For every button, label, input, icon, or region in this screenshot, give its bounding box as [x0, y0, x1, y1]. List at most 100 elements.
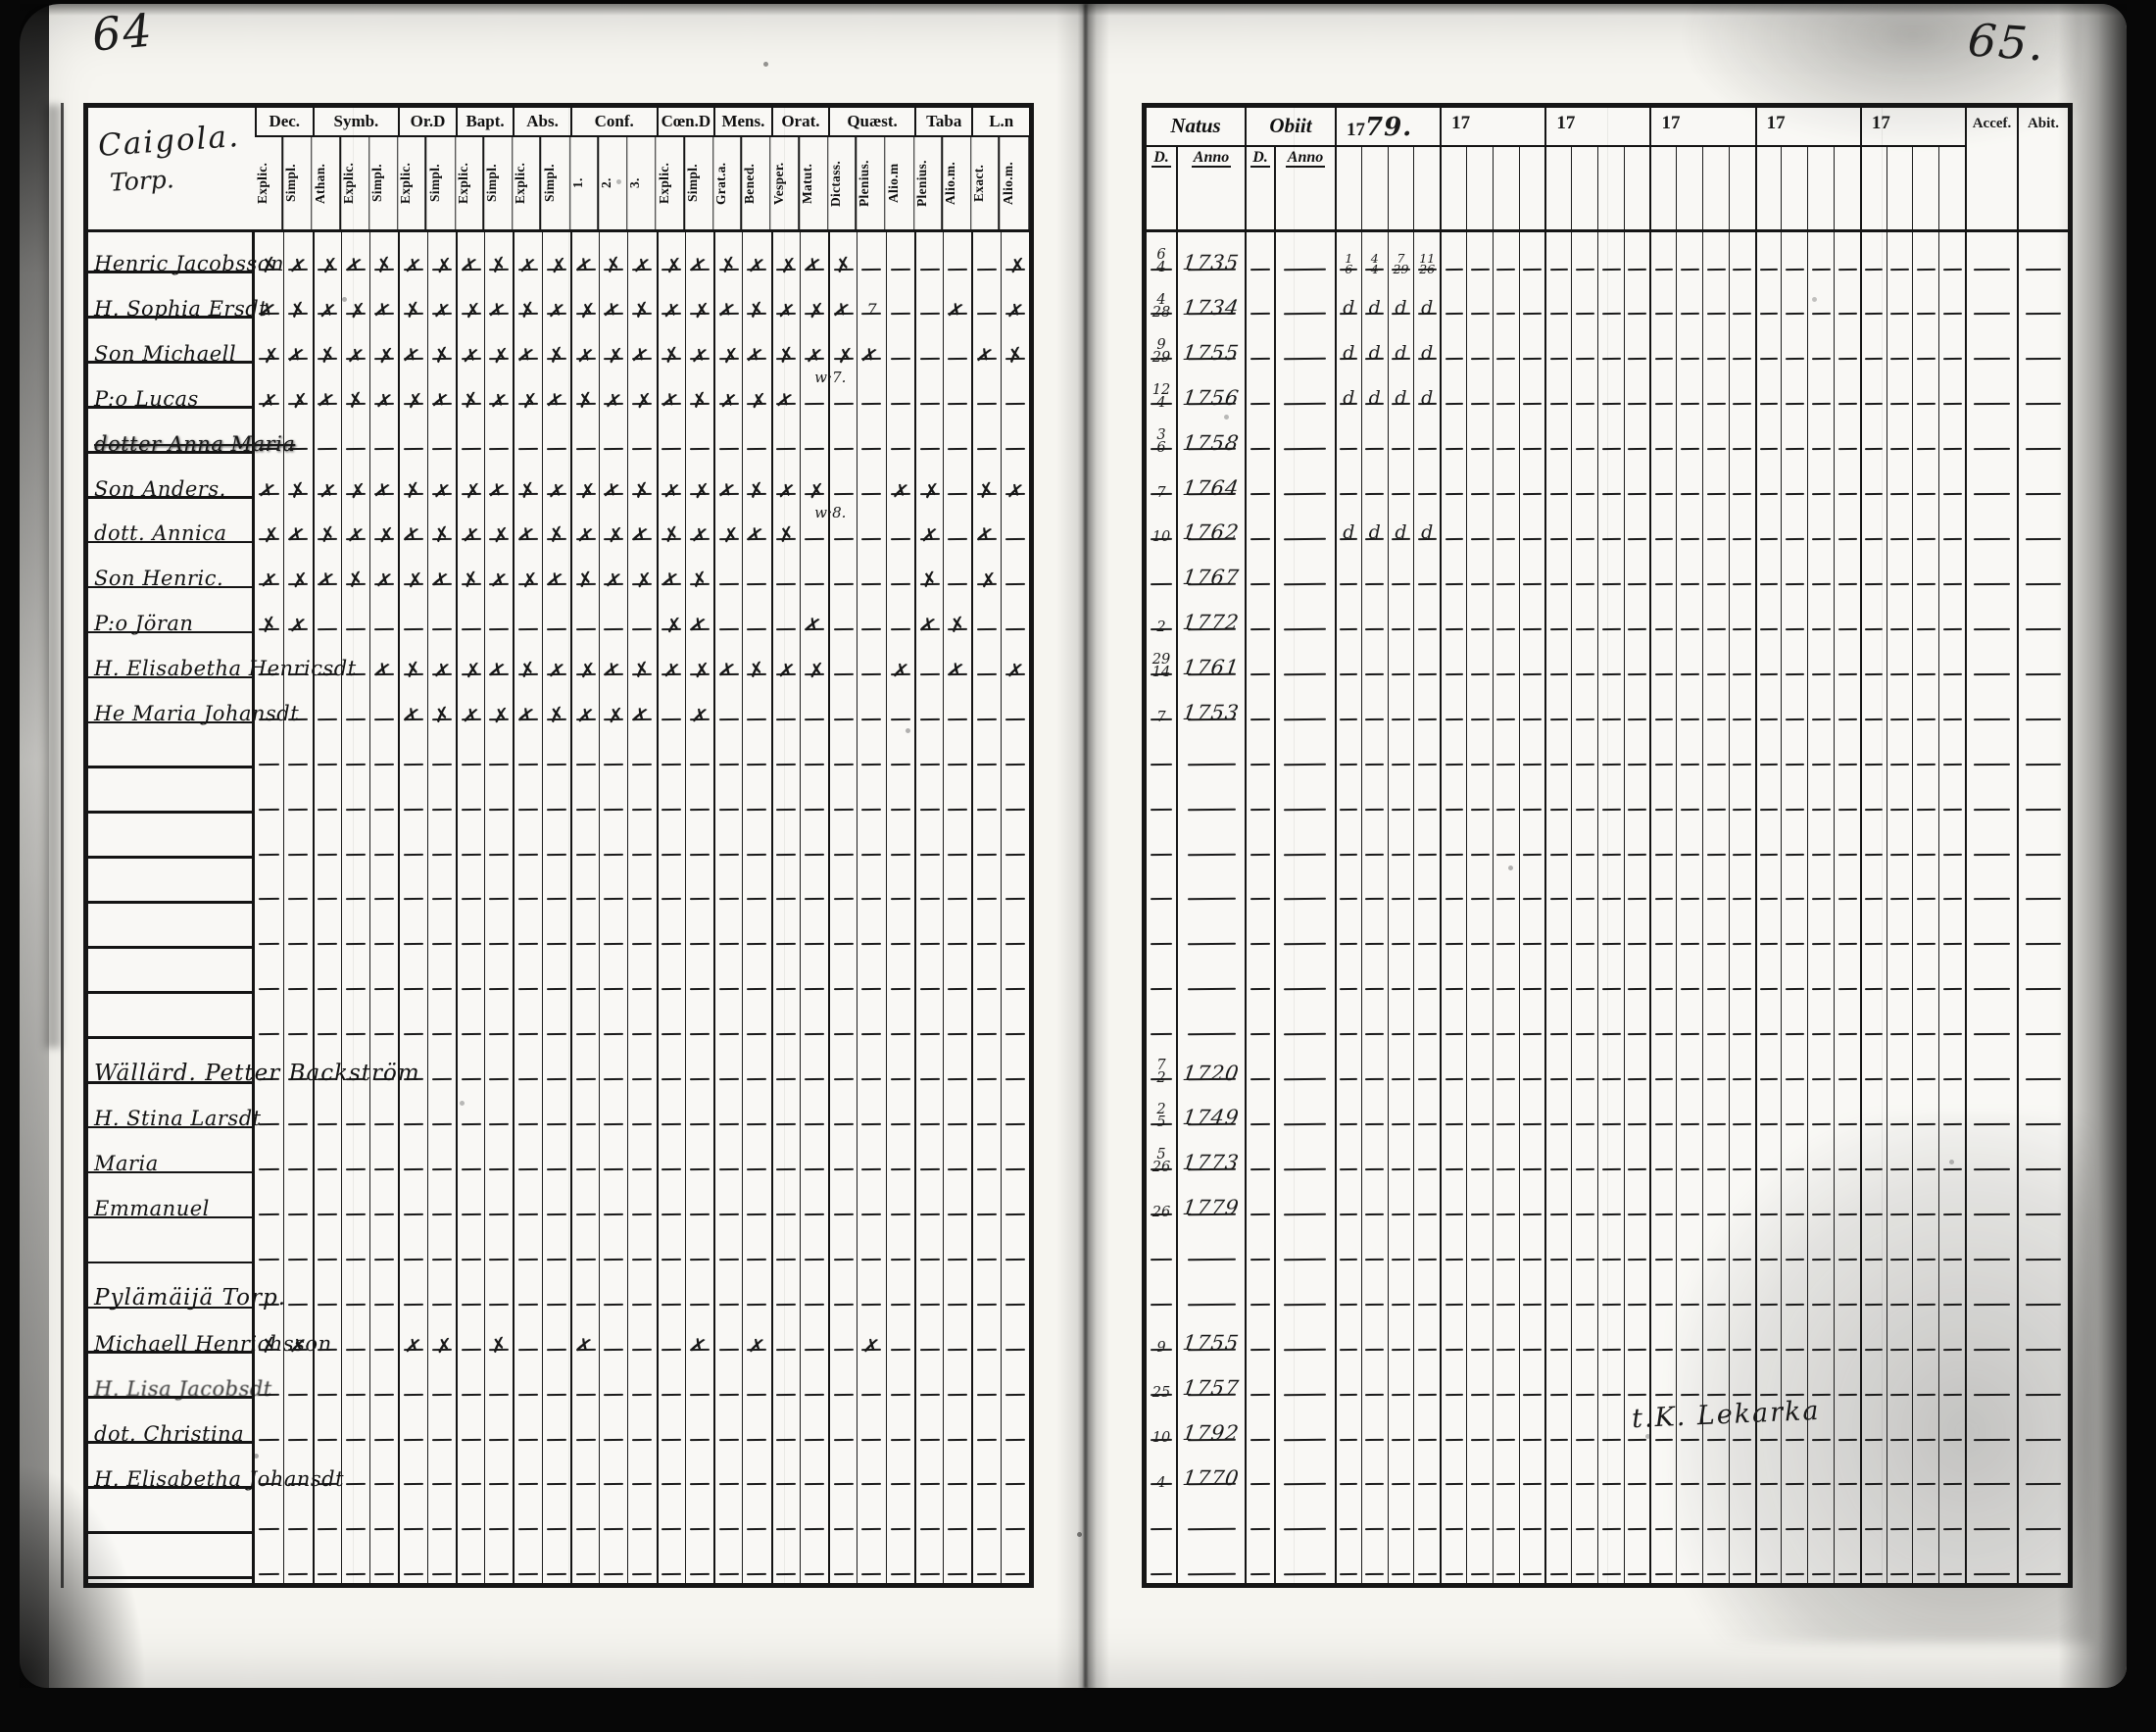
communion-cell: [1440, 592, 1466, 638]
communion-cell: [1335, 1402, 1361, 1448]
communion-cell: [1886, 1132, 1913, 1178]
row-dash: [1151, 1258, 1172, 1262]
mark-cell: [255, 727, 283, 772]
row-dash: [1004, 1528, 1026, 1531]
row-dash: [373, 1573, 395, 1576]
row-dash: [1628, 763, 1646, 767]
communion-cell: [1938, 1402, 1965, 1448]
ditto-mark: d: [1343, 521, 1355, 544]
row-dash: [977, 1122, 997, 1126]
communion-cell: [1335, 1177, 1361, 1223]
mark-cell: [541, 1042, 570, 1088]
row-dash: [604, 1167, 624, 1171]
row-dash: [948, 1258, 968, 1262]
examination-mark: ✗: [514, 701, 538, 729]
mark-cell: ✗: [513, 547, 541, 593]
row-dash: [1680, 1167, 1699, 1171]
name-underline: [88, 1080, 252, 1084]
communion-cell: [1938, 1267, 1965, 1313]
communion-cell: [1728, 862, 1755, 908]
mark-cell: [312, 817, 341, 863]
mark-cell: ✗: [713, 367, 742, 414]
communion-cell: [1360, 592, 1388, 638]
row-dash: [977, 672, 997, 676]
row-dash: [1733, 358, 1752, 361]
communion-cell: [1335, 952, 1361, 998]
communion-cell: [1702, 1177, 1729, 1223]
mark-cell: ✗: [398, 502, 426, 549]
table-row: [1147, 1267, 2068, 1313]
row-dash: [1284, 1438, 1327, 1442]
subcolumn-label: Plenius.: [857, 137, 886, 229]
row-dash: [1654, 1528, 1673, 1531]
row-dash: [948, 1122, 968, 1126]
mark-cell: ✗: [426, 1312, 456, 1359]
examination-mark: ✗: [689, 386, 710, 414]
communion-cell: [1702, 232, 1729, 277]
communion-cell: [1781, 952, 1807, 998]
communion-cell: [1492, 907, 1519, 953]
date-fraction: 26: [1152, 1205, 1171, 1221]
communion-cell: [1702, 862, 1729, 908]
row-dash: [1470, 1212, 1490, 1216]
row-dash: [632, 448, 653, 451]
communion-cell: d: [1387, 322, 1414, 368]
mark-cell: [943, 1537, 971, 1583]
row-dash: [1680, 1258, 1699, 1262]
examination-mark: ✗: [687, 251, 710, 279]
row-dash: [1654, 493, 1673, 496]
mark-cell: [857, 1222, 885, 1268]
row-dash: [833, 1573, 854, 1576]
row-dash: [1811, 403, 1831, 406]
row-dash: [1654, 537, 1673, 541]
row-dash: [461, 1528, 481, 1531]
communion-cell: [1544, 1402, 1571, 1448]
row-dash: [1865, 582, 1884, 586]
row-dash: [1917, 1212, 1936, 1216]
mark-cell: [857, 547, 885, 593]
communion-cell: [1834, 772, 1860, 817]
row-dash: [919, 268, 940, 272]
row-dash: [1575, 1348, 1594, 1352]
natus-day-cell: 10: [1147, 1403, 1176, 1448]
row-dash: [575, 1078, 596, 1081]
examination-mark: ✗: [807, 477, 826, 504]
row-dash: [1496, 808, 1515, 812]
row-dash: [890, 1078, 911, 1081]
mark-cell: [913, 1537, 943, 1583]
mark-cell: [913, 232, 943, 277]
communion-cell: [1649, 322, 1676, 368]
row-dash: [1974, 537, 2010, 541]
row-dash: [1811, 448, 1831, 451]
mark-cell: ✗: [684, 502, 713, 549]
mark-cell: [770, 412, 800, 458]
row-dash: [1733, 268, 1752, 272]
examination-mark: ✗: [922, 477, 941, 504]
communion-cell: [1544, 907, 1571, 953]
row-dash: [1733, 1393, 1752, 1397]
examination-mark: ✗: [517, 252, 539, 279]
row-dash: [1786, 448, 1804, 451]
dates-table-body: 6 4 1735 1 6 4 4 7 29 11 26 4 28 1734 d d d d 9 29 1755 d d d d 1…: [1147, 232, 2068, 1583]
communion-cell: [1360, 1537, 1388, 1583]
mark-cell: ✗: [599, 457, 627, 504]
examination-mark: ✗: [549, 253, 568, 278]
mark-cell: [913, 1402, 943, 1448]
row-dash: [1523, 582, 1542, 586]
communion-cell: [1676, 367, 1702, 413]
row-dash: [345, 853, 367, 857]
communion-cell: [1571, 952, 1597, 998]
communion-cell: [1544, 1447, 1571, 1493]
row-dash: [288, 1167, 309, 1171]
row-dash: [804, 1167, 825, 1171]
table-row: [88, 952, 1029, 998]
row-dash: [1523, 718, 1542, 721]
row-dash: [1706, 403, 1726, 406]
row-dash: [718, 988, 739, 991]
communion-cell: [1465, 592, 1493, 638]
mark-cell: ✗: [799, 592, 828, 638]
obiit-anno-cell: [1274, 1537, 1335, 1583]
mark-cell: 7: [857, 276, 885, 322]
row-dash: [689, 1393, 710, 1397]
